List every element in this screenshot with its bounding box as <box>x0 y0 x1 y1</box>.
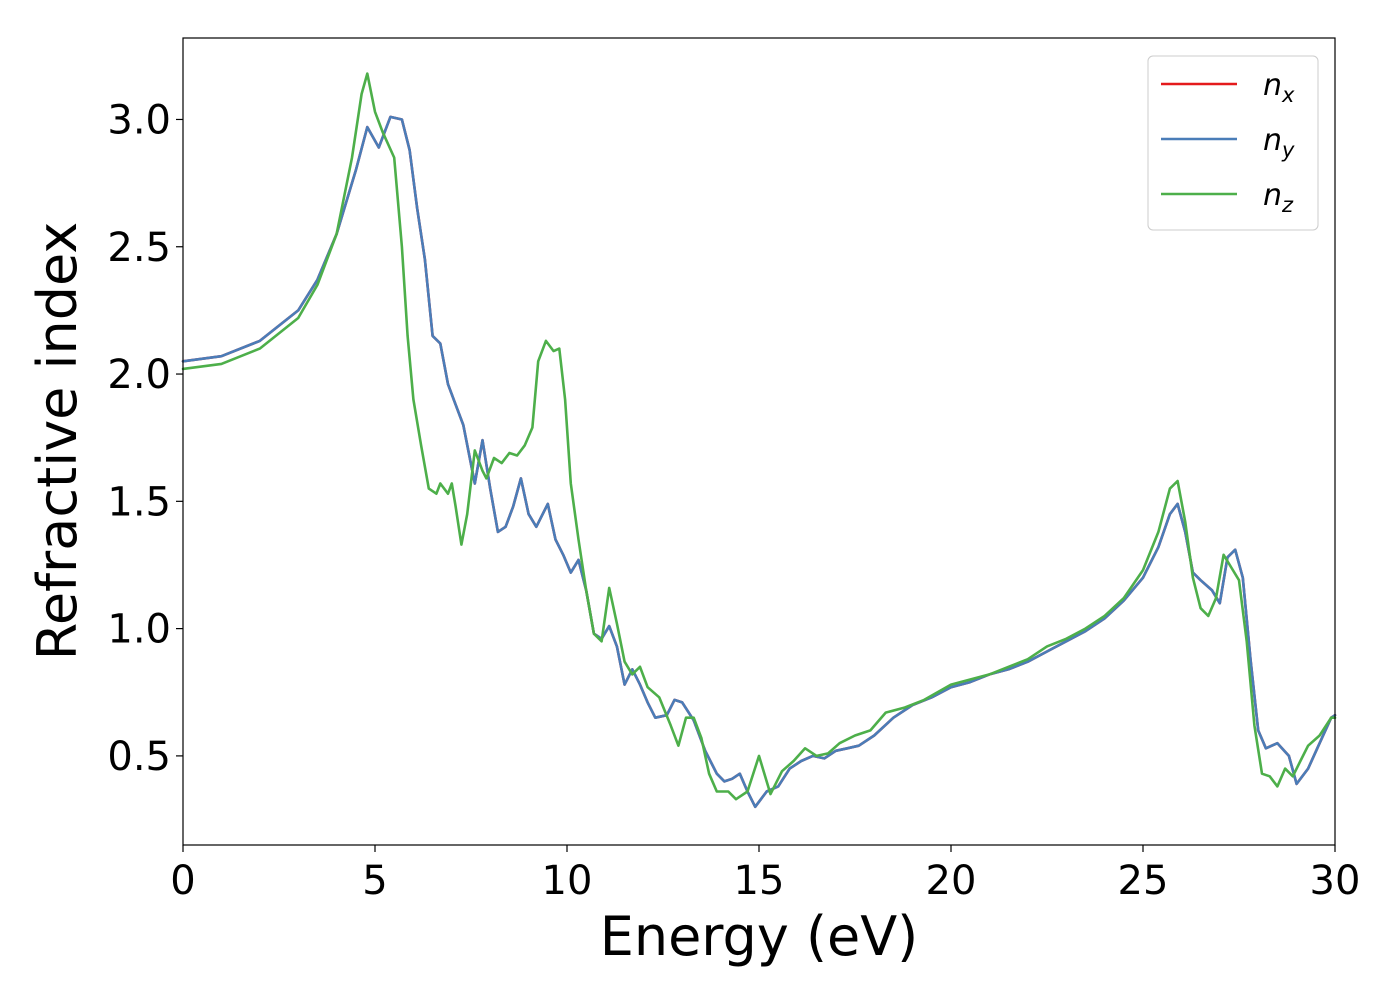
x-tick-label: 5 <box>362 858 387 904</box>
y-axis: 0.5 1.0 1.5 2.0 2.5 3.0 <box>107 97 183 780</box>
x-tick-label: 0 <box>170 858 195 904</box>
series-line-z <box>181 72 1337 801</box>
x-tick-label: 25 <box>1118 858 1169 904</box>
x-axis: 0 5 10 15 20 25 30 <box>170 845 1360 904</box>
y-axis-label: Refractive index <box>26 222 89 661</box>
x-axis-label: Energy (eV) <box>600 905 919 968</box>
series-lines <box>181 72 1337 809</box>
x-tick-label: 15 <box>734 858 785 904</box>
legend-label-x: nx <box>1263 68 1295 107</box>
y-tick-label: 0.5 <box>107 734 171 780</box>
legend: nx ny nz <box>1147 55 1319 231</box>
y-tick-label: 1.5 <box>107 479 171 525</box>
legend-box <box>1147 55 1319 231</box>
y-tick-label: 2.5 <box>107 225 171 271</box>
y-tick-label: 1.0 <box>107 607 171 653</box>
x-tick-label: 30 <box>1310 858 1361 904</box>
y-tick-label: 3.0 <box>107 97 171 143</box>
x-tick-label: 10 <box>542 858 593 904</box>
legend-label-z: nz <box>1263 178 1294 217</box>
y-tick-label: 2.0 <box>107 352 171 398</box>
x-tick-label: 20 <box>926 858 977 904</box>
legend-label-y: ny <box>1263 123 1295 162</box>
